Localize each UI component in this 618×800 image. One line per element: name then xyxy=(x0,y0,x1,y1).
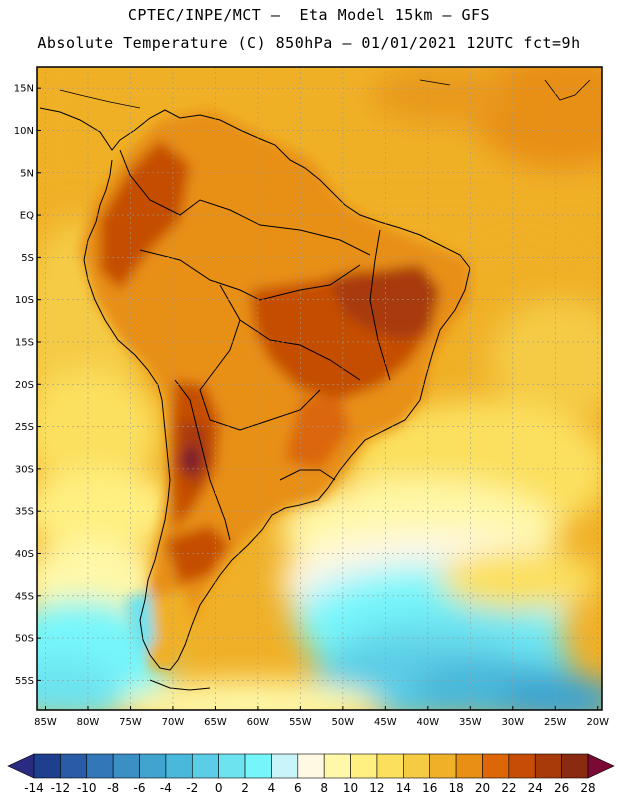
lon-label: 45W xyxy=(374,717,397,728)
colorbar-swatch xyxy=(561,753,589,779)
lon-label: 70W xyxy=(162,717,185,728)
colorbar-tick-label: -12 xyxy=(51,781,71,795)
lon-label: 55W xyxy=(289,717,312,728)
colorbar-tick-label: 18 xyxy=(448,781,463,795)
colorbar-tick-label: 20 xyxy=(475,781,490,795)
colorbar-tick-label: -6 xyxy=(134,781,146,795)
colorbar-swatch xyxy=(482,753,510,779)
colorbar-left-arrow xyxy=(7,753,35,779)
colorbar-swatch xyxy=(403,753,431,779)
lat-label: 20S xyxy=(15,380,34,391)
colorbar-swatch xyxy=(429,753,457,779)
lat-label: 5N xyxy=(20,168,34,179)
lon-label: 80W xyxy=(77,717,100,728)
colorbar: -14 -12 -10 -8 -6 -4 -2 0 2 4 6 8 10 12 14 16 18 20 22 24 26… xyxy=(7,753,615,795)
colorbar-tick-label: 4 xyxy=(268,781,276,795)
longitude-labels: 85W 80W 75W 70W 65W 60W 55W 50W 45W 40W 35W 30W 25W 2… xyxy=(34,706,609,728)
colorbar-tick-label: 22 xyxy=(501,781,516,795)
lon-label: 60W xyxy=(247,717,270,728)
lat-label: 15N xyxy=(14,84,34,95)
colorbar-swatch xyxy=(165,753,193,779)
lat-label: 10N xyxy=(14,126,34,137)
colorbar-swatch xyxy=(271,753,299,779)
lon-label: 40W xyxy=(417,717,440,728)
colorbar-tick-label: 28 xyxy=(580,781,595,795)
colorbar-tick-label: -2 xyxy=(186,781,198,795)
colorbar-tick-label: 6 xyxy=(294,781,302,795)
title-line-2: Absolute Temperature (C) 850hPa – 01/01/… xyxy=(37,34,581,52)
lon-label: 35W xyxy=(459,717,482,728)
colorbar-tick-label: -4 xyxy=(160,781,172,795)
colorbar-tick-label: -8 xyxy=(107,781,119,795)
colorbar-tick-label: 0 xyxy=(215,781,223,795)
lat-label: 5S xyxy=(21,253,34,264)
colorbar-swatch xyxy=(112,753,140,779)
colorbar-swatch xyxy=(350,753,378,779)
lat-label: 35S xyxy=(15,507,34,518)
colorbar-swatch xyxy=(218,753,246,779)
colorbar-swatch xyxy=(323,753,351,779)
temperature-field xyxy=(37,67,602,710)
colorbar-tick-label: 16 xyxy=(422,781,437,795)
lat-label: 15S xyxy=(15,337,34,348)
lat-label: 25S xyxy=(15,422,34,433)
colorbar-swatch xyxy=(33,753,61,779)
lon-label: 25W xyxy=(544,717,567,728)
lat-label: EQ xyxy=(20,211,34,222)
title-line-1: CPTEC/INPE/MCT – Eta Model 15km – GFS xyxy=(127,6,491,24)
lat-label: 45S xyxy=(15,591,34,602)
lat-label: 40S xyxy=(15,549,34,560)
colorbar-right-arrow xyxy=(587,753,615,779)
colorbar-swatch xyxy=(508,753,536,779)
colorbar-swatch xyxy=(86,753,114,779)
colorbar-swatch xyxy=(376,753,404,779)
lat-label: 50S xyxy=(15,634,34,645)
lon-label: 30W xyxy=(501,717,524,728)
lon-label: 85W xyxy=(34,717,57,728)
colorbar-swatch xyxy=(191,753,219,779)
colorbar-tick-label: 12 xyxy=(369,781,384,795)
lon-label: 65W xyxy=(204,717,227,728)
lat-label: 10S xyxy=(15,295,34,306)
lon-label: 20W xyxy=(586,717,609,728)
colorbar-swatch xyxy=(534,753,562,779)
colorbar-swatch xyxy=(455,753,483,779)
lat-label: 55S xyxy=(15,676,34,687)
lat-label: 30S xyxy=(15,464,34,475)
coastlines xyxy=(39,107,471,691)
colorbar-swatch xyxy=(60,753,88,779)
colorbar-tick-label: -14 xyxy=(24,781,44,795)
colorbar-tick-label: 26 xyxy=(554,781,569,795)
colorbar-swatch xyxy=(139,753,167,779)
lon-label: 75W xyxy=(119,717,142,728)
colorbar-swatch xyxy=(244,753,272,779)
colorbar-tick-label: 10 xyxy=(343,781,358,795)
colorbar-tick-label: 14 xyxy=(396,781,411,795)
colorbar-tick-label: 24 xyxy=(528,781,543,795)
map-frame xyxy=(36,66,603,711)
colorbar-tick-label: 2 xyxy=(241,781,249,795)
lon-label: 50W xyxy=(332,717,355,728)
colorbar-tick-label: -10 xyxy=(77,781,97,795)
latitude-labels: 15N 10N 5N EQ 5S 10S 15S 20S 25S 30S 35S 40S 45S 50S 5… xyxy=(14,84,41,687)
colorbar-tick-label: 8 xyxy=(320,781,328,795)
colorbar-swatch xyxy=(297,753,325,779)
graticule xyxy=(37,67,602,710)
